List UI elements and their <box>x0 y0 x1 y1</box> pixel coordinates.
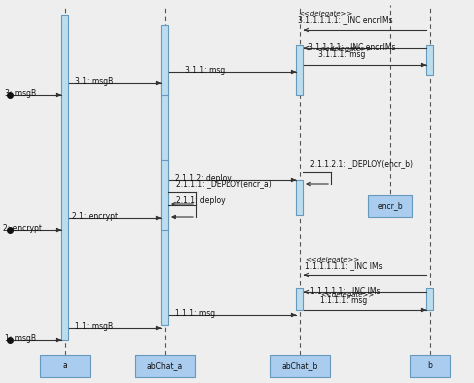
Text: 2.1: encrypt: 2.1: encrypt <box>72 212 118 221</box>
Text: 3.1.1.1: msg: 3.1.1.1: msg <box>318 50 365 59</box>
FancyBboxPatch shape <box>162 80 168 325</box>
Text: 3.1.1: msg: 3.1.1: msg <box>185 66 225 75</box>
Text: 1.1.1: msg: 1.1.1: msg <box>175 309 215 318</box>
Text: <<delegate>>: <<delegate>> <box>318 46 372 52</box>
Text: 1.1.1.1.1: _INC IMs: 1.1.1.1.1: _INC IMs <box>310 286 381 295</box>
FancyBboxPatch shape <box>368 195 412 217</box>
Text: encr_b: encr_b <box>377 201 403 211</box>
FancyBboxPatch shape <box>135 355 195 377</box>
Text: <<delegate>>: <<delegate>> <box>320 292 374 298</box>
FancyBboxPatch shape <box>162 25 168 95</box>
Text: 3.1: msgB: 3.1: msgB <box>75 77 113 86</box>
FancyBboxPatch shape <box>297 288 303 310</box>
Text: 1.1.1.1: msg: 1.1.1.1: msg <box>320 296 367 305</box>
Text: 2.1.1.1: _DEPLOY(encr_a): 2.1.1.1: _DEPLOY(encr_a) <box>176 179 272 188</box>
Text: 3.1.1.1.1: _INC encrIMs: 3.1.1.1.1: _INC encrIMs <box>308 42 395 51</box>
Text: 3: msgB: 3: msgB <box>5 89 36 98</box>
Text: b: b <box>428 362 432 370</box>
Text: <<delegate>>: <<delegate>> <box>298 11 352 17</box>
Text: 2: encrypt: 2: encrypt <box>3 224 42 233</box>
Text: abChat_b: abChat_b <box>282 362 318 370</box>
Text: abChat_a: abChat_a <box>147 362 183 370</box>
FancyBboxPatch shape <box>410 355 450 377</box>
FancyBboxPatch shape <box>297 180 303 215</box>
FancyBboxPatch shape <box>162 160 168 230</box>
Text: 2.1.1.2: deploy: 2.1.1.2: deploy <box>175 174 232 183</box>
Text: 1.1: msgB: 1.1: msgB <box>75 322 113 331</box>
Text: 3.1.1.1.1.1: _INC encrIMs: 3.1.1.1.1.1: _INC encrIMs <box>298 15 392 24</box>
FancyBboxPatch shape <box>270 355 330 377</box>
Text: 1.1.1.1.1.1: _INC IMs: 1.1.1.1.1.1: _INC IMs <box>305 261 383 270</box>
FancyBboxPatch shape <box>427 45 434 75</box>
Text: <<delegate>>: <<delegate>> <box>305 257 359 263</box>
Text: 2.1.1.2.1: _DEPLOY(encr_b): 2.1.1.2.1: _DEPLOY(encr_b) <box>310 159 413 168</box>
FancyBboxPatch shape <box>427 288 434 310</box>
FancyBboxPatch shape <box>297 45 303 95</box>
Text: a: a <box>63 362 67 370</box>
FancyBboxPatch shape <box>40 355 90 377</box>
Text: 1: msgB: 1: msgB <box>5 334 36 343</box>
FancyBboxPatch shape <box>62 15 69 340</box>
Text: 2.1.1: deploy: 2.1.1: deploy <box>176 196 226 205</box>
